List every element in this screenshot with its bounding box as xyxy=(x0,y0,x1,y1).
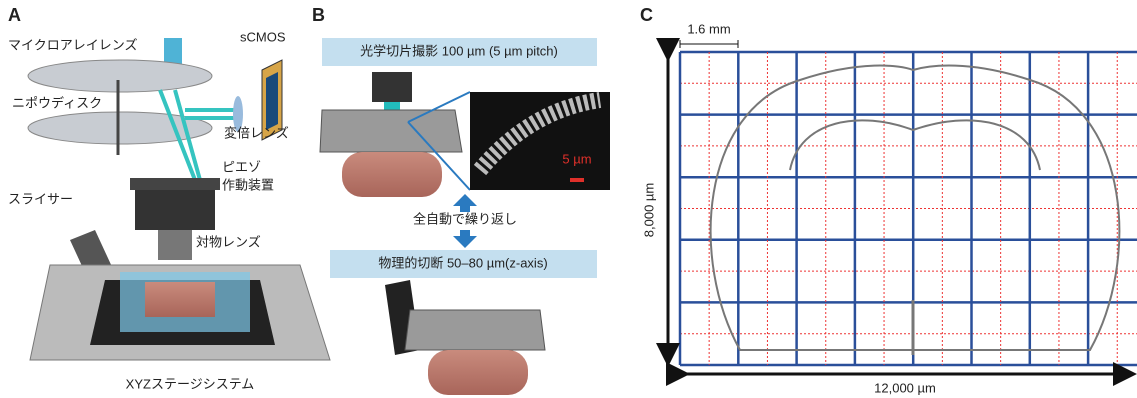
label: 全自動で繰り返し xyxy=(413,211,517,226)
brain-outline xyxy=(711,66,1120,350)
panel-label: A xyxy=(8,5,21,25)
label: ピエゾ xyxy=(222,159,261,174)
microlens-disk xyxy=(28,60,212,92)
label: 作動装置 xyxy=(222,177,274,192)
sensor xyxy=(266,72,278,130)
label: スライサー xyxy=(8,191,73,206)
label: 1.6 mm xyxy=(687,21,730,36)
label: 変倍レンズ xyxy=(224,125,289,140)
objective-shape xyxy=(158,230,192,260)
figure: A マイクロアレイレンズ sCMOS ニポウディスク 変倍レンズ ピエゾ 作動装… xyxy=(0,0,1137,398)
label: ニポウディスク xyxy=(12,95,102,110)
label: マイクロアレイレンズ xyxy=(8,37,137,52)
panel-a: A マイクロアレイレンズ sCMOS ニポウディスク 変倍レンズ ピエゾ 作動装… xyxy=(8,5,330,392)
arrow-up xyxy=(453,194,477,206)
arrow-stem xyxy=(460,230,470,236)
label: XYZステージシステム xyxy=(126,376,255,391)
panel-label: B xyxy=(312,5,325,25)
label: 光学切片撮影 100 µm (5 µm pitch) xyxy=(360,43,558,58)
scale-bar xyxy=(570,178,584,182)
micrograph xyxy=(470,92,610,190)
label: sCMOS xyxy=(240,29,286,44)
tissue xyxy=(342,152,442,197)
tissue xyxy=(428,350,528,395)
objective-shape xyxy=(372,72,412,102)
panel-label: C xyxy=(640,5,653,25)
block-top xyxy=(405,310,545,350)
brain-inner xyxy=(790,120,1040,170)
label: 8,000 µm xyxy=(641,183,656,237)
block-top xyxy=(320,110,462,152)
label: 物理的切断 50–80 µm(z-axis) xyxy=(378,255,547,270)
label: 12,000 µm xyxy=(874,380,936,395)
label: 対物レンズ xyxy=(196,234,261,249)
panel-c: C 1.6 mm 8,000 µm 12,000 µm xyxy=(640,5,1137,396)
tissue xyxy=(145,282,215,317)
panel-b: B 光学切片撮影 100 µm (5 µm pitch) 5 µm 全自動で繰り… xyxy=(312,5,610,395)
piezo-ring xyxy=(130,178,220,190)
arrow-down xyxy=(453,236,477,248)
cell-bracket xyxy=(680,40,738,48)
piezo-body xyxy=(135,190,215,230)
scale-bar-label: 5 µm xyxy=(562,151,591,166)
